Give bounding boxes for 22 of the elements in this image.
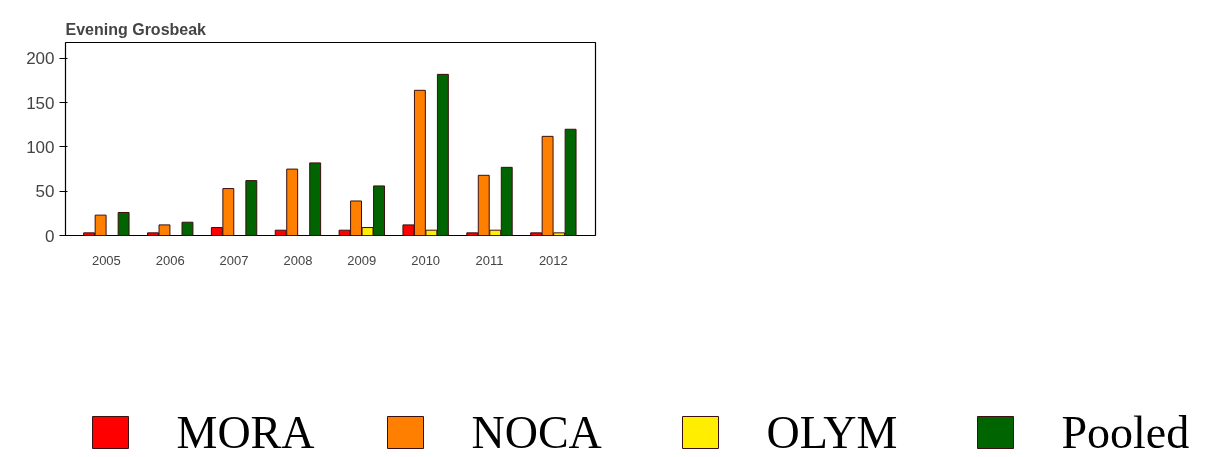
legend-label: OLYM xyxy=(766,407,898,457)
x-tick-label: 2005 xyxy=(91,252,121,268)
bar xyxy=(117,211,130,236)
y-tick-label: 0 xyxy=(45,226,55,246)
x-tick-label: 2011 xyxy=(475,252,504,268)
bar xyxy=(309,162,322,236)
chart-title: Evening Grosbeak xyxy=(65,20,207,38)
legend-label: MORA xyxy=(176,407,315,457)
x-tick-label: 2007 xyxy=(219,252,249,268)
x-tick-label: 2010 xyxy=(411,252,441,268)
x-tick-label: 2008 xyxy=(283,252,313,268)
bar xyxy=(181,221,194,236)
x-tick-label: 2012 xyxy=(538,252,568,268)
x-tick-label: 2009 xyxy=(347,252,377,268)
y-tick-label: 50 xyxy=(35,182,55,202)
x-tick-label: 2006 xyxy=(155,252,185,268)
y-tick-label: 100 xyxy=(26,137,55,157)
bar xyxy=(245,180,258,236)
y-tick-label: 150 xyxy=(26,93,55,113)
y-tick-label: 200 xyxy=(26,49,55,69)
legend-label: NOCA xyxy=(471,407,602,457)
legend-label: Pooled xyxy=(1061,407,1190,457)
